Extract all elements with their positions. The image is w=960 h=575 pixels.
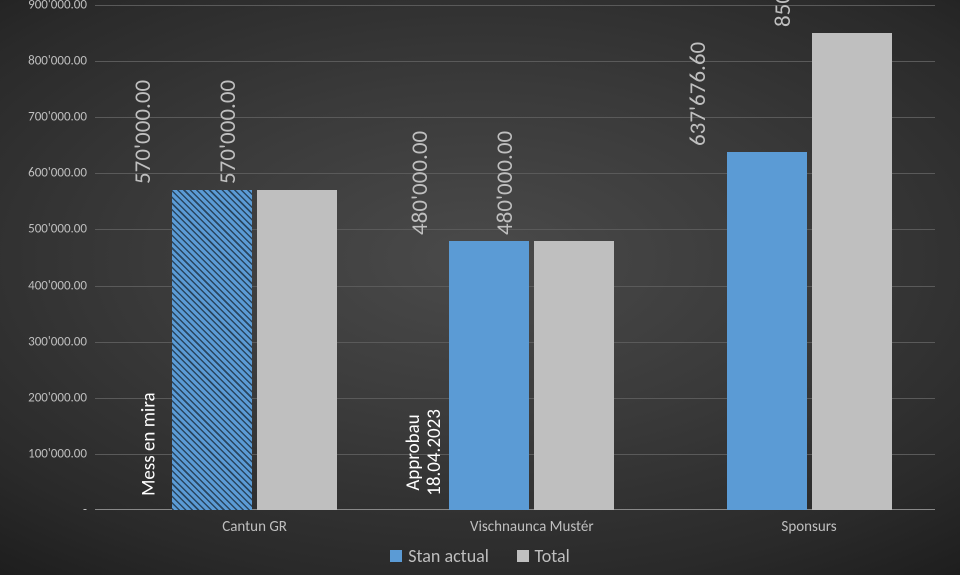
- y-tick-label: 500'000.00: [28, 222, 87, 237]
- chart-plot: -100'000.00200'000.00300'000.00400'000.0…: [95, 5, 935, 510]
- chart-legend: Stan actual Total: [0, 545, 960, 567]
- gridline: [95, 5, 935, 6]
- bar-value-label: 480'000.00: [491, 131, 519, 241]
- legend-label-actual: Stan actual: [408, 545, 489, 567]
- y-tick-label: 100'000.00: [28, 446, 87, 461]
- gridline: [95, 61, 935, 62]
- legend-item-actual: Stan actual: [390, 545, 489, 567]
- y-tick-label: 300'000.00: [28, 334, 87, 349]
- bar-note: Mess en mira: [139, 393, 160, 496]
- bar-actual: 480'000.00Approbau18.04.2023: [449, 241, 529, 510]
- y-tick-label: 400'000.00: [28, 278, 87, 293]
- y-tick-label: 200'000.00: [28, 390, 87, 405]
- y-tick-label: 700'000.00: [28, 110, 87, 125]
- legend-label-total: Total: [535, 545, 570, 567]
- y-tick-label: -: [83, 503, 87, 518]
- bar-value-label: 570'000.00: [129, 80, 157, 190]
- y-tick-label: 800'000.00: [28, 54, 87, 69]
- bar-total: 570'000.00: [257, 190, 337, 510]
- y-tick-label: 600'000.00: [28, 166, 87, 181]
- y-tick-label: 900'000.00: [28, 0, 87, 13]
- bar-actual: 570'000.00Mess en mira: [172, 190, 252, 510]
- bar-value-label: 637'676.60: [683, 42, 711, 152]
- x-axis-category-label: Vischnaunca Mustér: [470, 518, 594, 536]
- legend-swatch-total: [517, 550, 529, 562]
- bar-actual: 637'676.60: [727, 152, 807, 510]
- x-axis-category-label: Sponsurs: [781, 518, 836, 536]
- legend-item-total: Total: [517, 545, 570, 567]
- bar-total: 850'000.00: [812, 33, 892, 510]
- bar-value-label: 850'000.00: [768, 0, 796, 33]
- x-axis-labels: Cantun GR Vischnaunca Mustér Sponsurs: [95, 510, 935, 540]
- bar-value-label: 480'000.00: [406, 131, 434, 241]
- legend-swatch-actual: [390, 550, 402, 562]
- x-axis-category-label: Cantun GR: [222, 518, 287, 536]
- bar-value-label: 570'000.00: [214, 80, 242, 190]
- bar-total: 480'000.00: [534, 241, 614, 510]
- bar-note: Approbau18.04.2023: [404, 409, 446, 496]
